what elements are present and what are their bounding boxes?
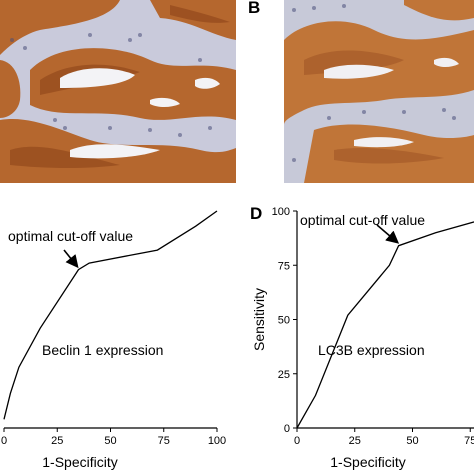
series-label: LC3B expression (318, 342, 425, 358)
series-label: Beclin 1 expression (42, 342, 163, 358)
roc-chart-c: 0 25 50 75 100 1-Specificity Beclin 1 expressi… (1, 210, 226, 470)
y-tick-label: 25 (278, 369, 290, 381)
y-tick-label: 75 (278, 260, 290, 272)
annotation-arrow (63, 249, 79, 269)
x-tick-label: 25 (349, 435, 361, 447)
x-tick-label: 75 (158, 435, 170, 447)
x-tick-label: 25 (51, 435, 63, 447)
y-tick-label: 50 (278, 315, 290, 327)
y-tick-label: 100 (272, 206, 290, 218)
histology-image-a (0, 0, 236, 183)
panel-letter-d: D (250, 204, 263, 223)
roc-chart-d: 0 25 50 75 0 25 50 75 100 1-Specificity Sensitivit… (251, 206, 474, 470)
x-tick-label: 50 (104, 435, 116, 447)
y-axis-title: Sensitivity (251, 288, 267, 351)
roc-curve-line (3, 210, 218, 420)
histology-image-b (284, 0, 474, 183)
annotation-arrow (376, 224, 400, 244)
annotation-label: optimal cut-off value (300, 212, 425, 228)
x-tick-label: 0 (294, 435, 300, 447)
x-tick-label: 75 (464, 435, 474, 447)
x-axis-title: 1-Specificity (330, 454, 405, 470)
histology-texture-b (284, 0, 474, 183)
x-tick-label: 50 (406, 435, 418, 447)
x-axis-title: 1-Specificity (42, 454, 117, 470)
annotation-label: optimal cut-off value (8, 228, 133, 244)
histology-texture-a (0, 0, 236, 183)
roc-curve-line (296, 221, 474, 429)
y-tick-label: 0 (284, 423, 290, 435)
panel-letter-b: B (248, 0, 261, 17)
x-tick-label: 100 (208, 435, 226, 447)
x-tick-label: 0 (1, 435, 7, 447)
